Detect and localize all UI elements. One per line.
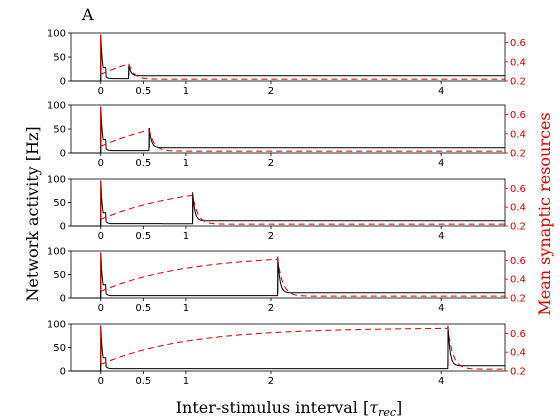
y-tick-label-left: 100	[47, 320, 66, 331]
y-tick-label-left: 0	[60, 294, 66, 305]
resources-line	[100, 63, 505, 80]
y-tick-label-left: 100	[47, 247, 66, 258]
axes-frame	[70, 178, 506, 227]
panel-5: 0 50 100 0.2 0.4 0.6 0 0.5 1 2 4	[47, 320, 526, 388]
activity-line	[71, 184, 505, 227]
panel-2: 0 50 100 0.2 0.4 0.6 0 0.5 1 2 4	[47, 101, 526, 170]
y-axis-label-left: Network activity [Hz]	[23, 126, 42, 301]
y-tick-label-left: 100	[47, 175, 66, 186]
y-tick-label-right: 0.6	[510, 329, 526, 340]
y-tick-label-right: 0.6	[510, 184, 526, 195]
axes-frame	[70, 323, 506, 372]
y-tick-label-left: 0	[60, 77, 66, 88]
x-tick-label: 0.5	[135, 376, 151, 387]
activity-line	[71, 256, 505, 299]
x-tick-label: 4	[438, 376, 444, 387]
x-tick-label: 4	[438, 231, 444, 242]
x-tick-label: 1	[183, 86, 189, 97]
x-tick-label: 2	[268, 231, 274, 242]
activity-line	[71, 110, 505, 154]
y-tick-label-right: 0.4	[510, 348, 526, 359]
y-tick-label-left: 50	[53, 125, 66, 136]
x-tick-label: 0.5	[135, 158, 151, 169]
y-tick-label-right: 0.2	[510, 294, 526, 305]
panel-1: 0 50 100 0.2 0.4 0.6 0 0.5 1 2 4	[47, 29, 526, 98]
x-tick-label: 4	[438, 86, 444, 97]
x-tick-label: 1	[183, 303, 189, 314]
x-tick-label: 1	[183, 231, 189, 242]
y-tick-label-left: 100	[47, 29, 66, 40]
y-tick-label-right: 0.6	[510, 38, 526, 49]
panel-letter: A	[81, 5, 94, 24]
x-tick-label: 2	[268, 86, 274, 97]
x-tick-label: 0	[98, 231, 104, 242]
x-tick-label: 1	[183, 158, 189, 169]
x-tick-label: 0	[98, 303, 104, 314]
y-tick-label-right: 0.6	[510, 256, 526, 267]
x-tick-label: 2	[268, 376, 274, 387]
y-tick-label-right: 0.2	[510, 149, 526, 160]
activity-line	[71, 38, 505, 82]
y-axis-label-right: Mean synaptic resources	[535, 112, 554, 315]
y-tick-label-left: 100	[47, 101, 66, 112]
x-axis-label: Inter-stimulus interval [τrec]	[176, 398, 403, 419]
resources-line	[100, 258, 505, 297]
x-tick-label: 0	[98, 158, 104, 169]
x-tick-label: 2	[268, 158, 274, 169]
x-tick-label: 4	[438, 303, 444, 314]
axes-frame	[70, 32, 506, 82]
x-tick-label: 0	[98, 86, 104, 97]
x-tick-label: 4	[438, 158, 444, 169]
panel-4: 0 50 100 0.2 0.4 0.6 0 0.5 1 2 4	[47, 247, 526, 315]
y-tick-label-left: 50	[53, 270, 66, 281]
y-tick-label-left: 50	[53, 198, 66, 209]
axes-frame	[70, 104, 506, 154]
resources-line	[100, 194, 505, 225]
y-tick-label-right: 0.6	[510, 110, 526, 121]
y-tick-label-left: 0	[60, 222, 66, 233]
y-tick-label-left: 50	[53, 343, 66, 354]
panel-3: 0 50 100 0.2 0.4 0.6 0 0.5 1 2 4	[47, 175, 526, 243]
y-tick-label-right: 0.4	[510, 275, 526, 286]
y-tick-label-left: 0	[60, 367, 66, 378]
y-tick-label-right: 0.2	[510, 367, 526, 378]
x-tick-label: 1	[183, 376, 189, 387]
resources-line	[100, 129, 505, 152]
y-tick-label-right: 0.4	[510, 57, 526, 68]
x-tick-label: 0.5	[135, 86, 151, 97]
y-tick-label-right: 0.2	[510, 77, 526, 88]
x-tick-label: 0	[98, 376, 104, 387]
y-tick-label-right: 0.4	[510, 129, 526, 140]
y-tick-label-right: 0.4	[510, 203, 526, 214]
resources-line	[100, 327, 505, 370]
y-tick-label-left: 0	[60, 149, 66, 160]
activity-line	[71, 328, 505, 372]
x-tick-label: 0.5	[135, 303, 151, 314]
x-tick-label: 0.5	[135, 231, 151, 242]
y-tick-label-left: 50	[53, 53, 66, 64]
x-tick-label: 2	[268, 303, 274, 314]
y-tick-label-right: 0.2	[510, 222, 526, 233]
